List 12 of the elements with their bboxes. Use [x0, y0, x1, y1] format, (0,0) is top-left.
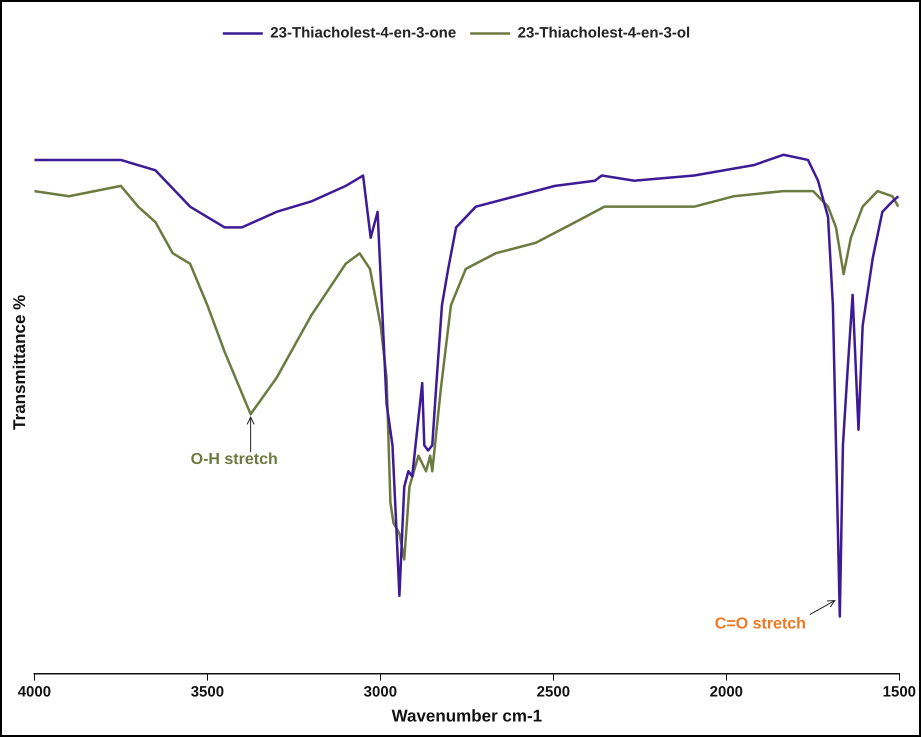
x-tick-label: 4000 — [18, 684, 52, 701]
x-tick-label: 3500 — [190, 684, 224, 701]
x-tick-label: 1500 — [882, 684, 916, 701]
annotation: O-H stretch — [190, 451, 278, 468]
x-tick-label: 2500 — [536, 684, 570, 701]
x-tick-label: 2000 — [710, 684, 744, 701]
legend-label: 23-Thiacholest-4-en-3-ol — [518, 24, 690, 42]
annotation: C=O stretch — [714, 616, 806, 633]
x-tick-label: 3000 — [364, 684, 398, 701]
y-axis-title: Transmittance % — [10, 294, 29, 430]
x-axis-title: Wavenumber cm-1 — [392, 706, 542, 726]
legend-label: 23-Thiacholest-4-en-3-one — [270, 24, 456, 42]
